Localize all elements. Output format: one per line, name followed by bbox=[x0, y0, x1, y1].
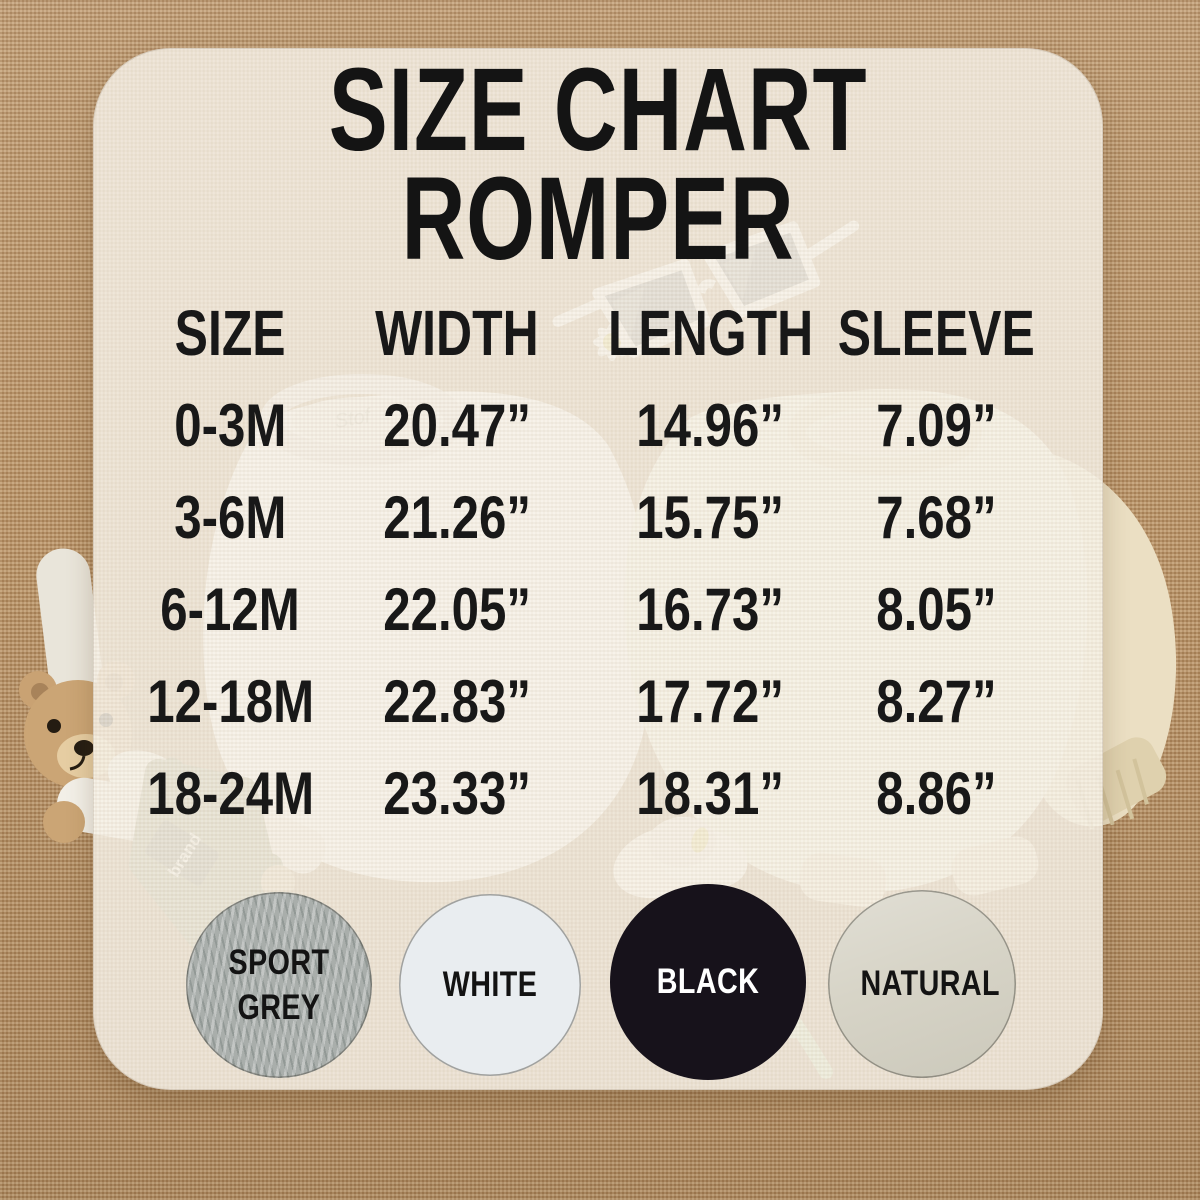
header-sleeve: SLEEVE bbox=[837, 297, 1035, 369]
row-1-width: 21.26” bbox=[382, 483, 531, 551]
row-3-sleeve: 8.27” bbox=[876, 667, 997, 735]
swatch-white-label: WHITE bbox=[442, 965, 538, 1005]
swatch-sport-grey: SPORT GREY bbox=[186, 892, 372, 1078]
row-2-size: 6-12M bbox=[160, 575, 301, 643]
swatch-natural: NATURAL bbox=[828, 890, 1016, 1078]
header-length: LENGTH bbox=[607, 297, 813, 369]
row-4-width: 23.33” bbox=[382, 759, 531, 827]
row-4-size: 18-24M bbox=[147, 759, 314, 827]
page-title: SIZE CHART ROMPER bbox=[93, 44, 1103, 285]
row-2-sleeve: 8.05” bbox=[876, 575, 997, 643]
swatch-natural-label: NATURAL bbox=[860, 964, 1000, 1004]
row-2-length: 16.73” bbox=[636, 575, 785, 643]
row-4-sleeve: 8.86” bbox=[876, 759, 997, 827]
swatch-black: BLACK bbox=[610, 884, 806, 1080]
row-0-size: 0-3M bbox=[174, 391, 287, 459]
row-0-width: 20.47” bbox=[382, 391, 531, 459]
title-line-1: SIZE CHART bbox=[328, 44, 868, 176]
row-4-length: 18.31” bbox=[636, 759, 785, 827]
row-3-length: 17.72” bbox=[636, 667, 785, 735]
size-table: SIZE WIDTH LENGTH SLEEVE 0-3M 20.47” 14.… bbox=[140, 287, 1045, 839]
header-width: WIDTH bbox=[374, 297, 539, 369]
swatch-sport-grey-label: SPORT GREY bbox=[228, 942, 330, 1028]
row-1-sleeve: 7.68” bbox=[876, 483, 997, 551]
row-0-sleeve: 7.09” bbox=[876, 391, 997, 459]
row-1-size: 3-6M bbox=[174, 483, 287, 551]
row-0-length: 14.96” bbox=[636, 391, 785, 459]
header-size: SIZE bbox=[175, 297, 286, 369]
swatch-white: WHITE bbox=[399, 894, 581, 1076]
row-3-width: 22.83” bbox=[382, 667, 531, 735]
row-3-size: 12-18M bbox=[147, 667, 314, 735]
row-1-length: 15.75” bbox=[636, 483, 785, 551]
swatch-black-label: BLACK bbox=[656, 962, 760, 1002]
row-2-width: 22.05” bbox=[382, 575, 531, 643]
title-line-2: ROMPER bbox=[401, 152, 795, 285]
